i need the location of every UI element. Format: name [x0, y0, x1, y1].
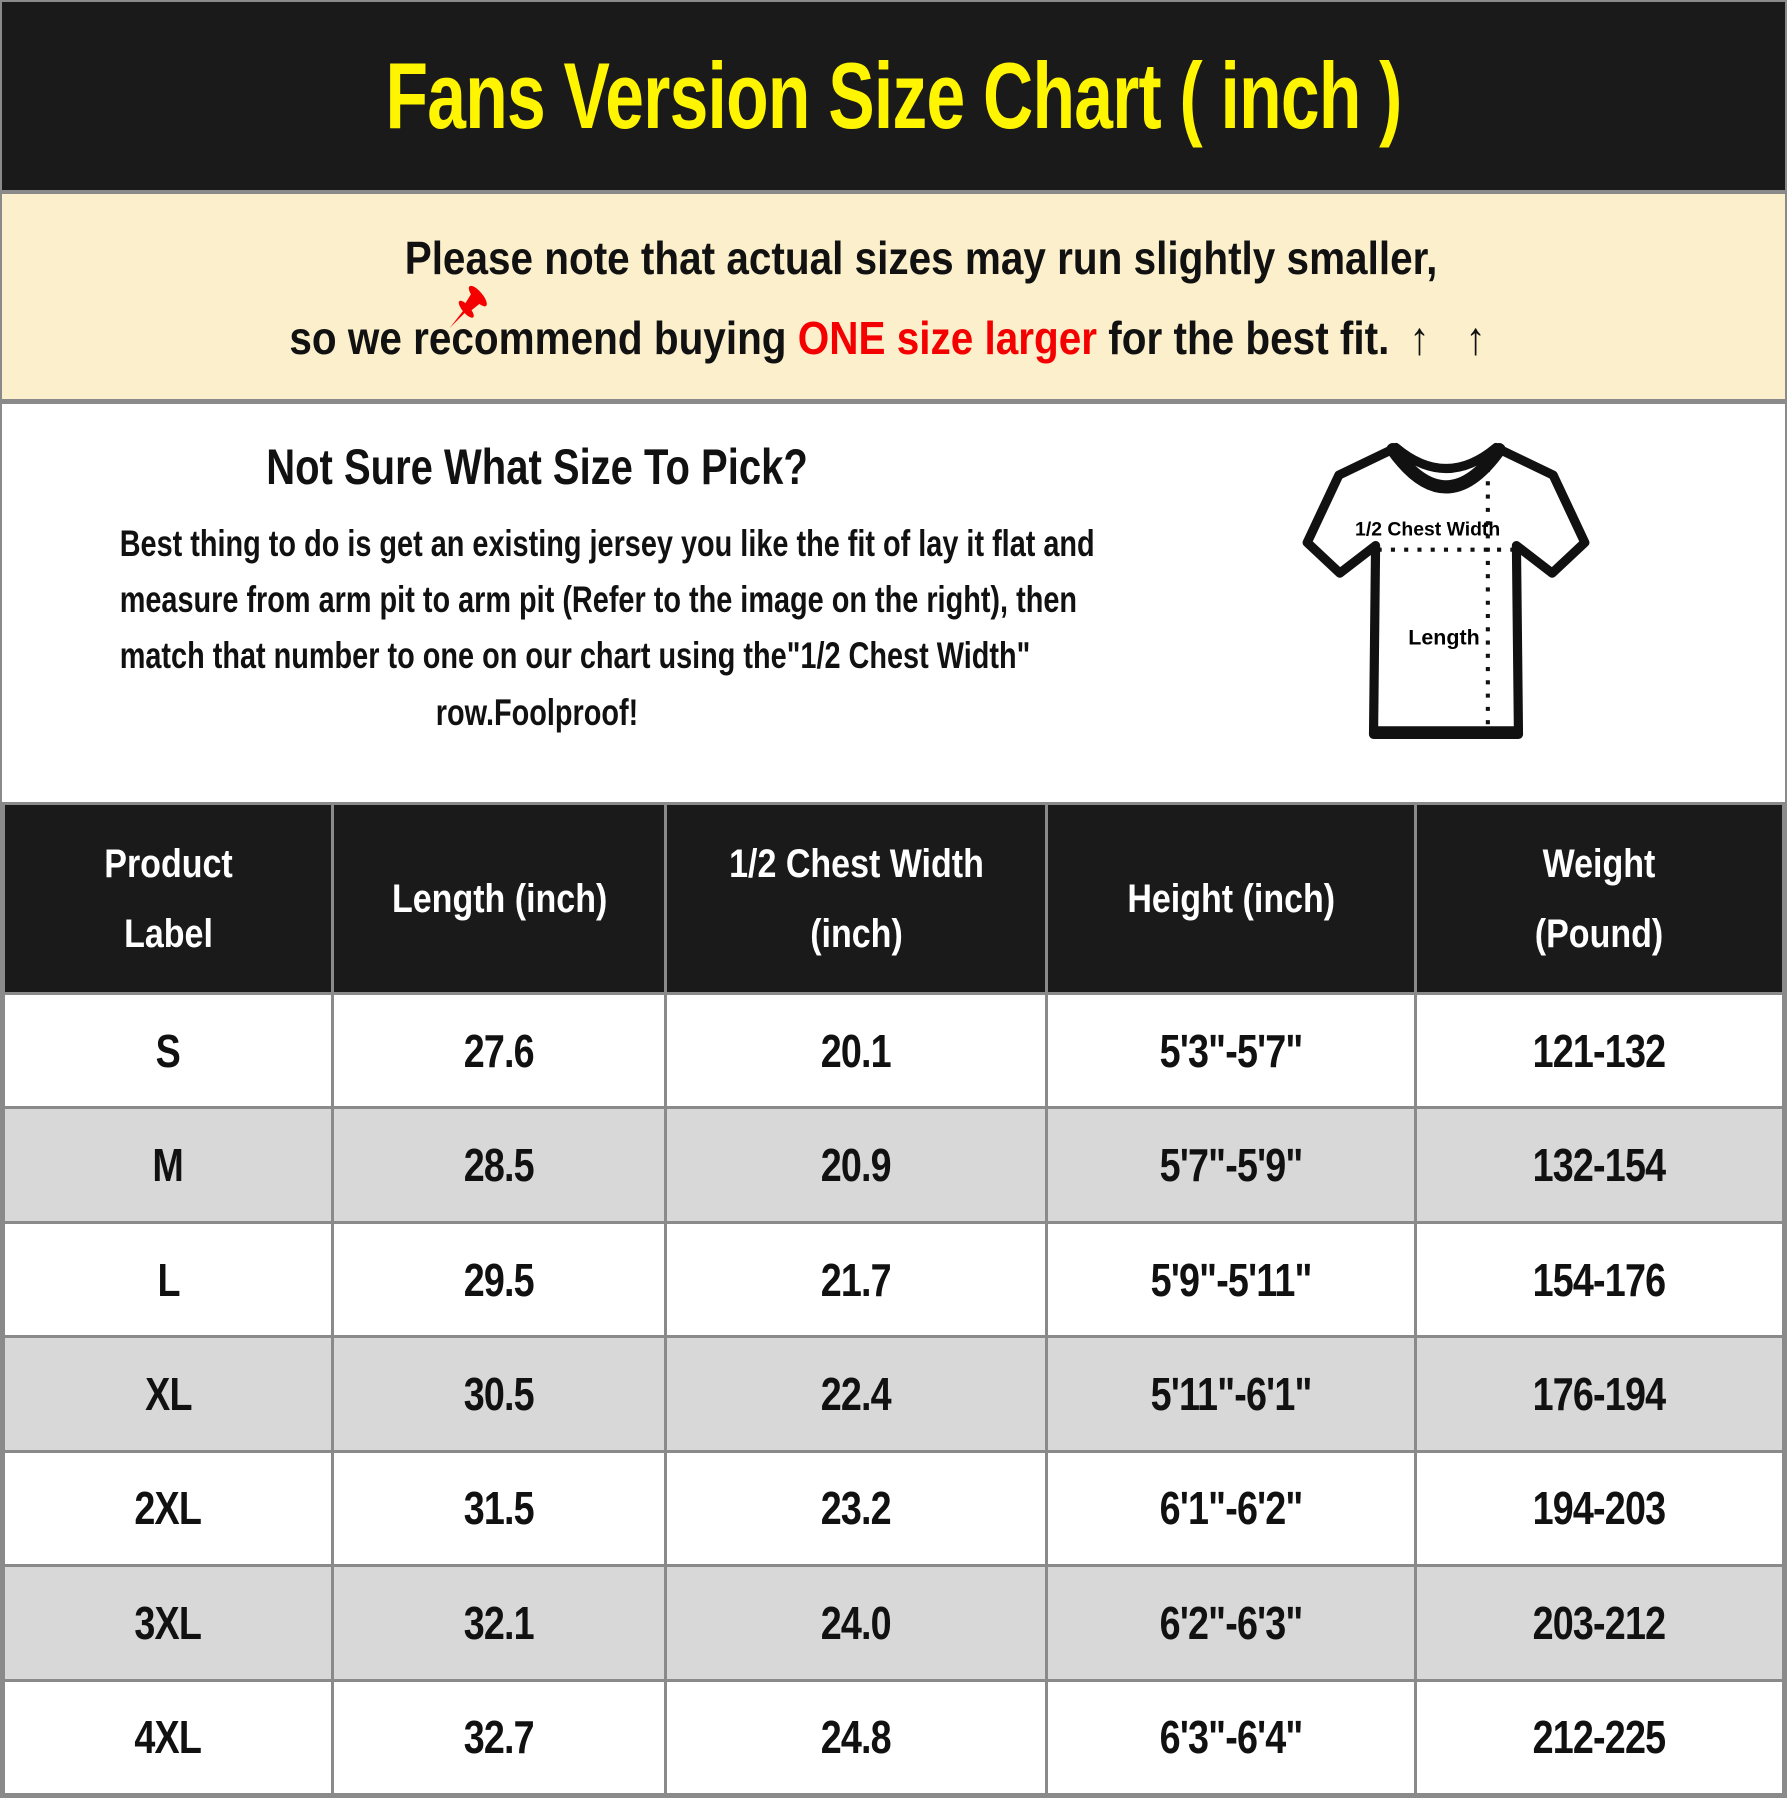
col-header-length: Length (inch)	[331, 802, 668, 995]
col-header-product-label: Product Label	[2, 802, 335, 995]
title-banner: Fans Version Size Chart ( inch )	[2, 2, 1785, 194]
chest-width-label: 1/2 Chest Width	[1355, 518, 1500, 540]
cell-chest: 22.4	[664, 1335, 1049, 1453]
notice-text-2a: so we recommend buying	[289, 311, 798, 364]
cell-height: 5'7"-5'9"	[1045, 1106, 1417, 1224]
notice-highlight: ONE size larger	[797, 311, 1097, 364]
page-title: Fans Version Size Chart ( inch )	[385, 43, 1402, 148]
guide-heading: Not Sure What Size To Pick?	[266, 439, 808, 495]
col-header-height: Height (inch)	[1045, 802, 1417, 995]
cell-weight: 176-194	[1413, 1335, 1785, 1453]
cell-weight: 212-225	[1413, 1678, 1785, 1796]
table-row-l: L 29.5 21.7 5'9"-5'11" 154-176	[2, 1220, 1785, 1339]
cell-length: 28.5	[331, 1106, 668, 1224]
notice-line-2: so we recommend buying ONE size larger f…	[289, 311, 1498, 365]
cell-length: 30.5	[331, 1335, 668, 1453]
guide-line: measure from arm pit to arm pit (Refer t…	[119, 579, 1078, 621]
cell-height: 6'3"-6'4"	[1045, 1678, 1417, 1796]
cell-weight: 121-132	[1413, 991, 1785, 1110]
table-row-m: M 28.5 20.9 5'7"-5'9" 132-154	[2, 1106, 1785, 1224]
cell-chest: 20.1	[664, 991, 1049, 1110]
pushpin-icon	[350, 229, 487, 328]
tshirt-measure-diagram: 1/2 Chest Width Length	[1298, 430, 1594, 752]
guide-line: row.Foolproof!	[435, 691, 639, 733]
cell-chest: 23.2	[664, 1449, 1049, 1568]
col-header-weight: Weight (Pound)	[1413, 802, 1785, 995]
size-table-header-row: Product Label Length (inch) 1/2 Chest Wi…	[2, 802, 1785, 995]
cell-height: 5'3"-5'7"	[1045, 991, 1417, 1110]
cell-size: 2XL	[2, 1449, 335, 1568]
cell-size: XL	[2, 1335, 335, 1453]
table-row-3xl: 3XL 32.1 24.0 6'2"-6'3" 203-212	[2, 1564, 1785, 1682]
cell-height: 6'1"-6'2"	[1045, 1449, 1417, 1568]
cell-weight: 154-176	[1413, 1220, 1785, 1339]
cell-length: 32.7	[331, 1678, 668, 1796]
cell-weight: 203-212	[1413, 1564, 1785, 1682]
cell-size: S	[2, 991, 335, 1110]
cell-chest: 21.7	[664, 1220, 1049, 1339]
guide-line: Best thing to do is get an existing jers…	[119, 523, 1095, 564]
col-header-chest-width: 1/2 Chest Width (inch)	[664, 802, 1049, 995]
sizing-guide-text: Not Sure What Size To Pick? Best thing t…	[2, 424, 1095, 741]
length-label: Length	[1408, 626, 1479, 650]
cell-chest: 24.0	[664, 1564, 1049, 1682]
cell-height: 6'2"-6'3"	[1045, 1564, 1417, 1682]
cell-chest: 24.8	[664, 1678, 1049, 1796]
table-row-2xl: 2XL 31.5 23.2 6'1"-6'2" 194-203	[2, 1449, 1785, 1568]
cell-weight: 194-203	[1413, 1449, 1785, 1568]
cell-length: 32.1	[331, 1564, 668, 1682]
cell-height: 5'9"-5'11"	[1045, 1220, 1417, 1339]
cell-height: 5'11"-6'1"	[1045, 1335, 1417, 1453]
cell-length: 31.5	[331, 1449, 668, 1568]
size-table: Product Label Length (inch) 1/2 Chest Wi…	[2, 802, 1785, 1796]
cell-size: 4XL	[2, 1678, 335, 1796]
cell-size: L	[2, 1220, 335, 1339]
cell-length: 27.6	[331, 991, 668, 1110]
notice-text-1: Please note that actual sizes may run sl…	[404, 231, 1438, 284]
table-row-xl: XL 30.5 22.4 5'11"-6'1" 176-194	[2, 1335, 1785, 1453]
table-row-s: S 27.6 20.1 5'3"-5'7" 121-132	[2, 991, 1785, 1110]
cell-length: 29.5	[331, 1220, 668, 1339]
cell-size: 3XL	[2, 1564, 335, 1682]
notice-banner: Please note that actual sizes may run sl…	[2, 194, 1785, 404]
notice-line-1: Please note that actual sizes may run sl…	[350, 229, 1438, 328]
cell-chest: 20.9	[664, 1106, 1049, 1224]
up-arrows-icon: ↑ ↑	[1409, 311, 1498, 364]
cell-weight: 132-154	[1413, 1106, 1785, 1224]
cell-size: M	[2, 1106, 335, 1224]
table-row-4xl: 4XL 32.7 24.8 6'3"-6'4" 212-225	[2, 1678, 1785, 1796]
notice-text-2b: for the best fit.	[1096, 311, 1401, 364]
guide-line: match that number to one on our chart us…	[119, 635, 1031, 677]
sizing-guide-section: Not Sure What Size To Pick? Best thing t…	[2, 404, 1785, 802]
